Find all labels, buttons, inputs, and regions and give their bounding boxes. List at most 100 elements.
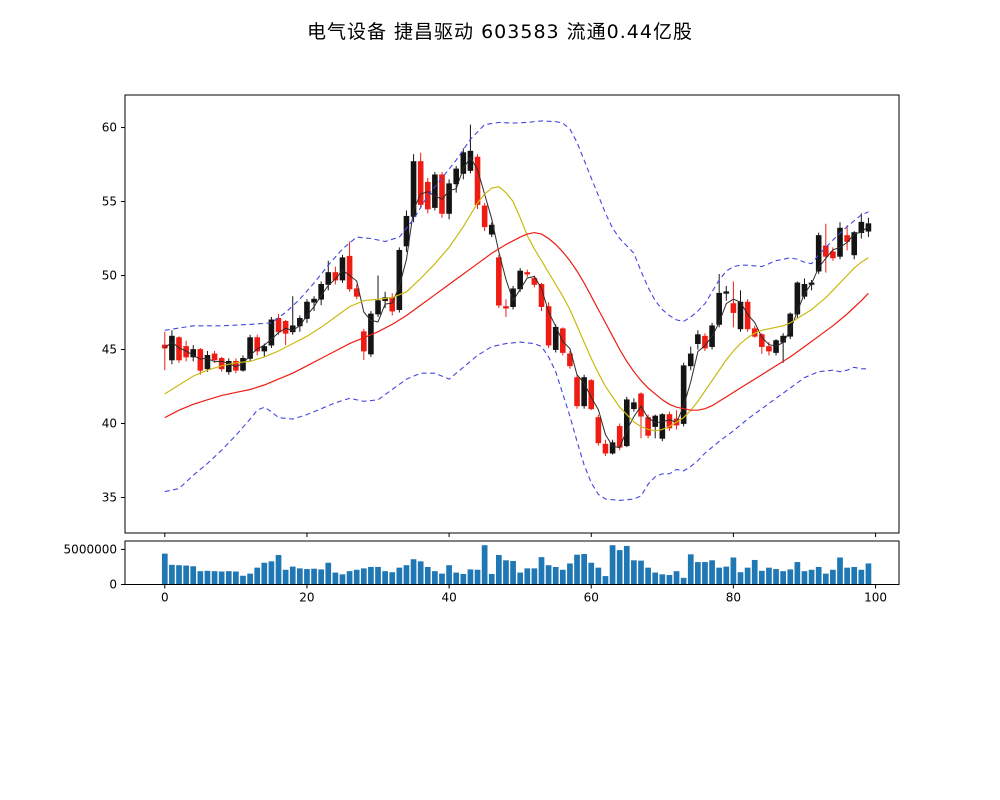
- candle-body: [851, 232, 858, 256]
- candle-body: [375, 300, 381, 315]
- candle-body: [503, 306, 509, 309]
- candle-body: [631, 402, 637, 410]
- volume-bar: [595, 567, 602, 584]
- candle-body: [680, 365, 687, 424]
- candle-body: [403, 215, 410, 247]
- volume-bar: [609, 545, 616, 584]
- volume-bar: [424, 566, 431, 584]
- candle-body: [766, 346, 772, 352]
- volume-bar: [503, 560, 509, 584]
- volume-y-tick-label: 0: [109, 578, 117, 592]
- volume-bar: [780, 571, 786, 584]
- candle-body: [297, 318, 303, 327]
- volume-bar: [190, 566, 197, 584]
- ma-mid-line: [164, 186, 869, 432]
- volume-bar: [865, 563, 872, 584]
- volume-bar: [730, 557, 737, 584]
- candle-body: [659, 414, 666, 439]
- volume-bar: [460, 573, 467, 584]
- candle-body: [609, 442, 616, 454]
- band-lower-line: [164, 341, 869, 501]
- volume-bar: [432, 571, 438, 584]
- volume-bar: [517, 572, 524, 584]
- volume-bar: [830, 569, 836, 584]
- volume-bar: [815, 566, 822, 584]
- volume-bar: [439, 573, 445, 584]
- volume-bar: [716, 567, 723, 584]
- volume-bar: [773, 569, 779, 584]
- volume-x-tick-label: 80: [726, 591, 741, 605]
- volume-bar: [631, 560, 637, 584]
- volume-bar: [446, 565, 452, 584]
- volume-bar: [723, 566, 730, 584]
- volume-x-tick-label: 60: [584, 591, 599, 605]
- candle-body: [638, 393, 644, 417]
- candle-body: [737, 301, 744, 330]
- candle-body: [730, 303, 737, 313]
- candle-body: [744, 301, 751, 330]
- volume-bar: [417, 561, 424, 584]
- candle-body: [815, 235, 822, 272]
- volume-bar: [567, 563, 573, 584]
- volume-bar: [787, 569, 794, 584]
- volume-bar: [538, 557, 545, 584]
- candle-body: [716, 292, 722, 325]
- volume-bar: [744, 567, 751, 584]
- volume-bar: [702, 562, 708, 584]
- ma-fast-line: [164, 156, 869, 449]
- candle-body: [225, 360, 232, 373]
- candle-body: [844, 235, 850, 242]
- candle-body: [439, 174, 445, 214]
- candle-body: [169, 335, 175, 361]
- candle-body: [325, 272, 332, 285]
- volume-bar: [282, 569, 289, 584]
- candle-body: [496, 257, 502, 306]
- candle-body: [197, 349, 204, 371]
- volume-bar: [296, 568, 303, 584]
- volume-bar: [467, 569, 474, 584]
- candle-body: [396, 249, 403, 310]
- candle-body: [417, 161, 424, 205]
- candle-body: [282, 320, 289, 334]
- candle-body: [339, 257, 346, 281]
- volume-bar: [410, 559, 417, 584]
- volume-bar: [751, 559, 758, 584]
- candle-body: [524, 272, 531, 275]
- volume-bar: [396, 567, 403, 584]
- candle-body: [446, 183, 452, 214]
- candle-body: [830, 251, 836, 259]
- volume-bar: [837, 557, 843, 584]
- volume-plot-frame: [124, 540, 900, 585]
- volume-bar: [488, 573, 495, 584]
- volume-bar: [559, 569, 566, 584]
- volume-bar: [254, 567, 261, 584]
- candle-body: [723, 291, 730, 294]
- volume-x-tick-label: 40: [441, 591, 456, 605]
- volume-bar: [403, 565, 410, 584]
- candle-body: [602, 443, 609, 454]
- candle-body: [361, 331, 367, 352]
- volume-bar: [346, 571, 353, 584]
- volume-bar: [225, 571, 232, 584]
- volume-bar: [311, 568, 317, 584]
- y-tick-label: 35: [102, 490, 117, 504]
- y-tick-label: 60: [102, 121, 117, 135]
- volume-bar: [588, 562, 595, 584]
- volume-bar: [638, 560, 644, 584]
- volume-bar: [304, 569, 310, 584]
- volume-bar: [709, 560, 715, 584]
- volume-bar: [382, 571, 388, 584]
- volume-bar: [325, 562, 332, 584]
- candle-body: [304, 301, 310, 319]
- volume-bar: [652, 572, 659, 584]
- candle-body: [346, 255, 353, 290]
- y-tick-label: 40: [102, 417, 117, 431]
- volume-bar: [375, 566, 381, 584]
- volume-bar: [581, 553, 587, 584]
- volume-bar: [616, 550, 623, 584]
- candle-body: [645, 417, 651, 436]
- volume-bar: [218, 571, 225, 584]
- price-plot-frame: [124, 94, 900, 534]
- candle-body: [759, 334, 765, 347]
